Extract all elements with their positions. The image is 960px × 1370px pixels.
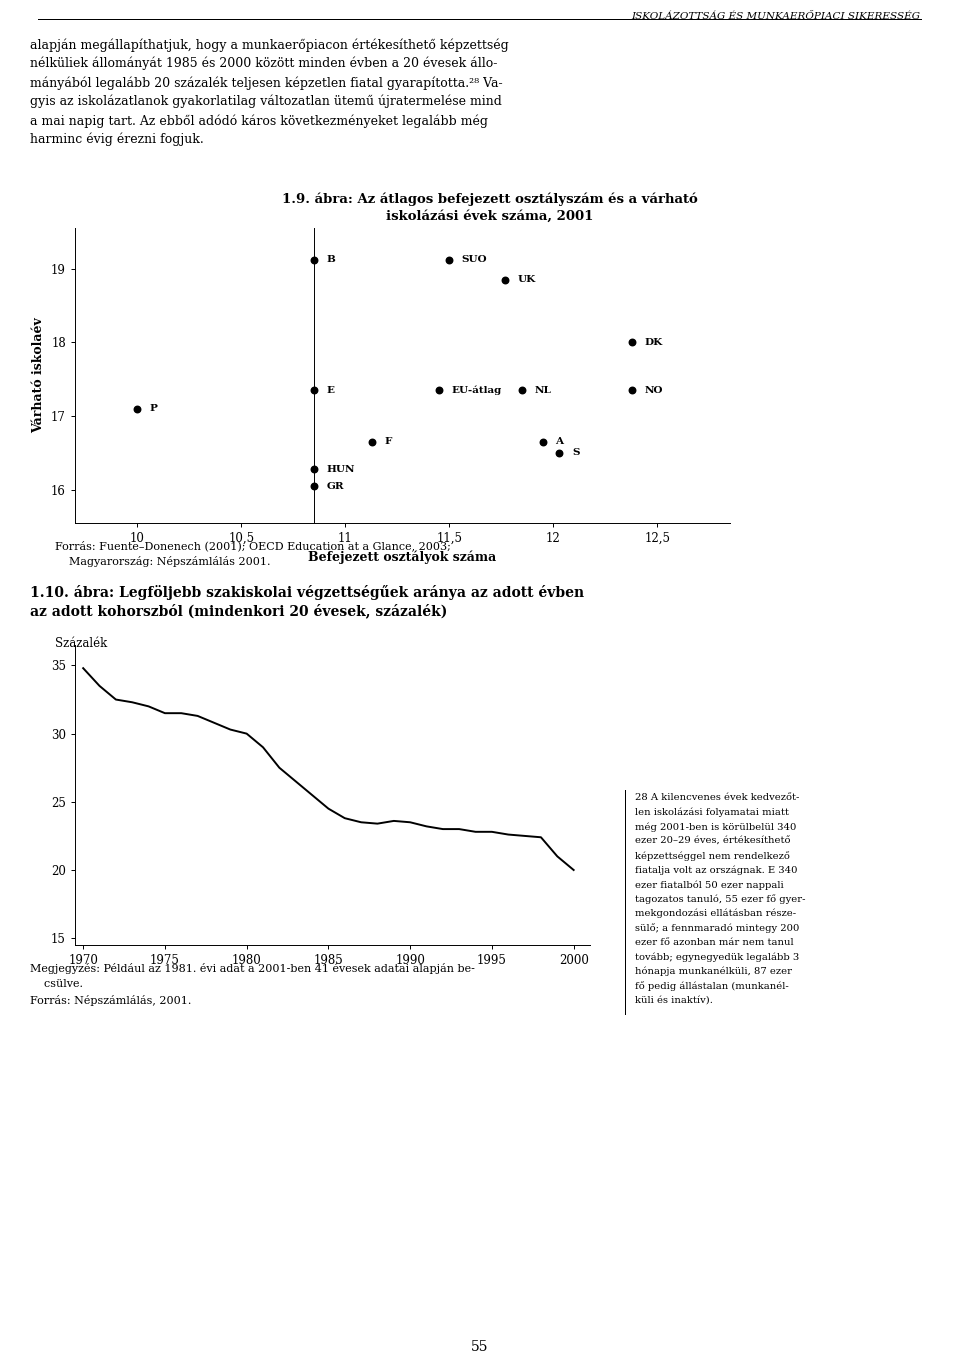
Text: Százalék: Százalék: [55, 637, 108, 649]
Text: az adott kohorszból (mindenkori 20 évesek, százalék): az adott kohorszból (mindenkori 20 évese…: [30, 603, 447, 618]
Text: harminc évig érezni fogjuk.: harminc évig érezni fogjuk.: [30, 133, 204, 147]
Text: 28 A kilencvenes évek kedvezőt-: 28 A kilencvenes évek kedvezőt-: [635, 793, 800, 801]
Point: [130, 397, 145, 419]
Text: DK: DK: [645, 338, 663, 347]
Text: 55: 55: [471, 1340, 489, 1354]
Text: gyis az iskolázatlanok gyakorlatilag változatlan ütemű újratermelése mind: gyis az iskolázatlanok gyakorlatilag vál…: [30, 95, 502, 108]
Text: fiatalja volt az országnak. E 340: fiatalja volt az országnak. E 340: [635, 866, 798, 875]
Text: fő pedig állástalan (munkanél-: fő pedig állástalan (munkanél-: [635, 981, 789, 992]
Text: sülő; a fennmaradó mintegy 200: sülő; a fennmaradó mintegy 200: [635, 923, 800, 933]
Text: alapján megállapíthatjuk, hogy a munkaerőpiacon értékesíthető képzettség: alapján megállapíthatjuk, hogy a munkaer…: [30, 38, 509, 52]
Point: [497, 269, 513, 290]
Point: [442, 249, 457, 271]
Text: mekgondozási ellátásban része-: mekgondozási ellátásban része-: [635, 910, 796, 918]
Text: tovább; egynegyedük legalább 3: tovább; egynegyedük legalább 3: [635, 952, 800, 962]
Point: [365, 432, 380, 453]
X-axis label: Befejezett osztályok száma: Befejezett osztályok száma: [308, 551, 496, 564]
Point: [625, 379, 640, 401]
Text: SUO: SUO: [462, 255, 488, 264]
Point: [552, 443, 567, 464]
Point: [306, 475, 322, 497]
Text: nélküliek állományát 1985 és 2000 között minden évben a 20 évesek állo-: nélküliek állományát 1985 és 2000 között…: [30, 58, 497, 70]
Text: Magyarország: Népszámlálás 2001.: Magyarország: Népszámlálás 2001.: [55, 556, 271, 567]
Point: [515, 379, 530, 401]
Text: A: A: [555, 437, 564, 447]
Text: a mai napig tart. Az ebből adódó káros következményeket legalább még: a mai napig tart. Az ebből adódó káros k…: [30, 114, 488, 127]
Text: tagozatos tanuló, 55 ezer fő gyer-: tagozatos tanuló, 55 ezer fő gyer-: [635, 895, 805, 904]
Text: ezer 20–29 éves, értékesíthető: ezer 20–29 éves, értékesíthető: [635, 837, 790, 845]
Text: UK: UK: [517, 275, 536, 284]
Text: NL: NL: [535, 386, 551, 395]
Text: B: B: [326, 255, 335, 264]
Text: Forrás: Népszámlálás, 2001.: Forrás: Népszámlálás, 2001.: [30, 995, 191, 1006]
Text: küli és inaktív).: küli és inaktív).: [635, 996, 713, 1006]
Point: [625, 332, 640, 353]
Text: még 2001-ben is körülbelül 340: még 2001-ben is körülbelül 340: [635, 822, 797, 832]
Text: F: F: [385, 437, 393, 447]
Text: HUN: HUN: [326, 464, 355, 474]
Point: [431, 379, 446, 401]
Text: iskolázási évek száma, 2001: iskolázási évek száma, 2001: [386, 210, 593, 223]
Text: E: E: [326, 386, 335, 395]
Text: Megjegyzés: Például az 1981. évi adat a 2001-ben 41 évesek adatai alapján be-: Megjegyzés: Például az 1981. évi adat a …: [30, 963, 475, 974]
Text: len iskolázási folyamatai miatt: len iskolázási folyamatai miatt: [635, 807, 789, 817]
Point: [306, 458, 322, 480]
Text: GR: GR: [326, 482, 345, 490]
Point: [535, 432, 550, 453]
Text: hónapja munkanélküli, 87 ezer: hónapja munkanélküli, 87 ezer: [635, 967, 792, 977]
Text: Forrás: Fuente–Donenech (2001); OECD Education at a Glance, 2003;: Forrás: Fuente–Donenech (2001); OECD Edu…: [55, 540, 451, 551]
Point: [306, 379, 322, 401]
Y-axis label: Várható iskolaév: Várható iskolaév: [33, 318, 45, 433]
Text: ezer fiatalból 50 ezer nappali: ezer fiatalból 50 ezer nappali: [635, 880, 783, 889]
Text: 1.9. ábra: Az átlagos befejezett osztályszám és a várható: 1.9. ábra: Az átlagos befejezett osztály…: [282, 192, 698, 206]
Text: P: P: [150, 404, 157, 414]
Text: NO: NO: [645, 386, 663, 395]
Text: ISKOLÁZOTTSÁG ÉS MUNKAERŐPIACI SIKERESSÉG: ISKOLÁZOTTSÁG ÉS MUNKAERŐPIACI SIKERESSÉ…: [631, 12, 920, 21]
Text: S: S: [572, 448, 580, 458]
Point: [306, 249, 322, 271]
Text: EU-átlag: EU-átlag: [451, 385, 502, 395]
Text: mányából legalább 20 százalék teljesen képzetlen fiatal gyarapította.²⁸ Va-: mányából legalább 20 százalék teljesen k…: [30, 75, 503, 89]
Text: ezer fő azonban már nem tanul: ezer fő azonban már nem tanul: [635, 938, 794, 947]
Text: csülve.: csülve.: [30, 980, 83, 989]
Text: képzettséggel nem rendelkező: képzettséggel nem rendelkező: [635, 851, 790, 860]
Text: 1.10. ábra: Legföljebb szakiskolai végzettségűek aránya az adott évben: 1.10. ábra: Legföljebb szakiskolai végze…: [30, 585, 584, 600]
